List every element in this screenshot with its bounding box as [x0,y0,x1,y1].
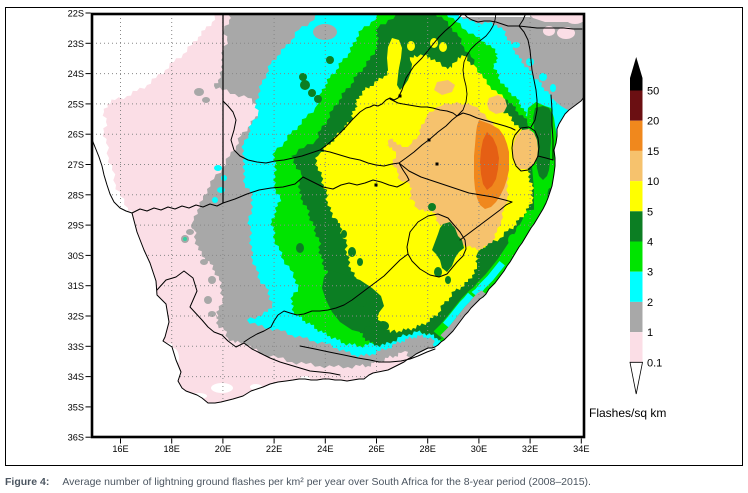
svg-text:32S: 32S [68,312,84,322]
svg-text:33S: 33S [68,342,84,352]
svg-text:34S: 34S [68,372,84,382]
svg-text:0.1: 0.1 [647,357,662,369]
svg-text:22S: 22S [68,9,84,19]
svg-text:Flashes/sq km: Flashes/sq km [589,406,666,420]
svg-text:27S: 27S [68,160,84,170]
svg-text:28E: 28E [420,444,436,454]
svg-text:20E: 20E [215,444,231,454]
svg-text:25S: 25S [68,99,84,109]
svg-text:24S: 24S [68,69,84,79]
svg-text:16E: 16E [112,444,128,454]
svg-text:3: 3 [647,267,653,279]
svg-text:22E: 22E [266,444,282,454]
svg-text:1: 1 [647,327,653,339]
svg-text:35S: 35S [68,402,84,412]
svg-text:26S: 26S [68,130,84,140]
svg-text:24E: 24E [317,444,333,454]
svg-text:30S: 30S [68,251,84,261]
svg-text:2: 2 [647,297,653,309]
svg-text:36S: 36S [68,433,84,443]
svg-text:26E: 26E [368,444,384,454]
svg-text:50: 50 [647,86,659,98]
svg-text:34E: 34E [573,444,589,454]
svg-text:30E: 30E [471,444,487,454]
svg-text:31S: 31S [68,281,84,291]
svg-text:28S: 28S [68,190,84,200]
svg-text:4: 4 [647,237,653,249]
svg-text:5: 5 [647,206,653,218]
svg-text:20: 20 [647,116,659,128]
svg-text:23S: 23S [68,39,84,49]
svg-text:29S: 29S [68,221,84,231]
svg-text:10: 10 [647,176,659,188]
svg-text:15: 15 [647,146,659,158]
svg-text:32E: 32E [522,444,538,454]
svg-text:18E: 18E [164,444,180,454]
